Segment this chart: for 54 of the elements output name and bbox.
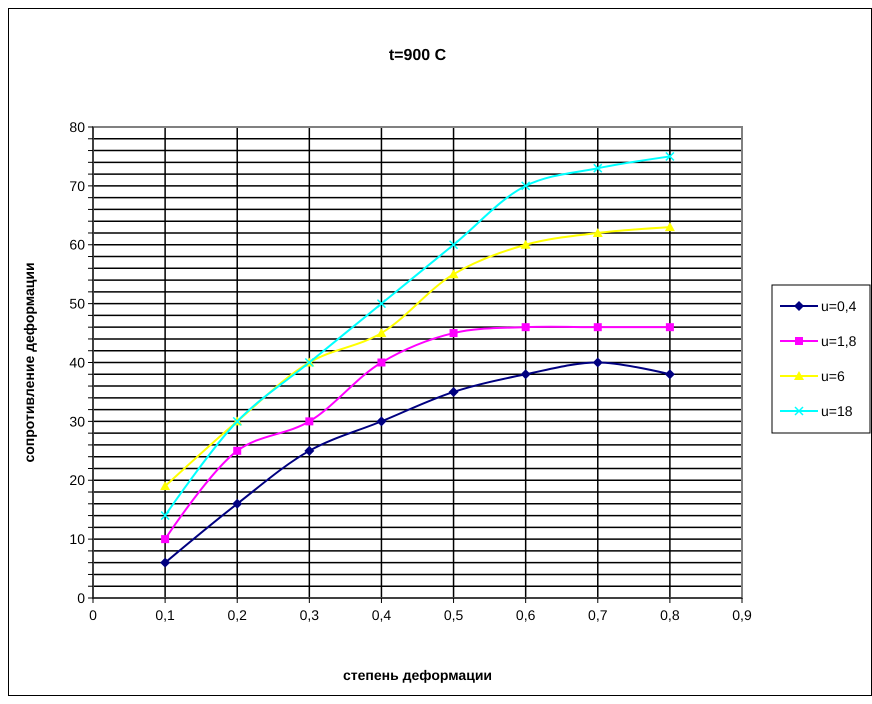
point bbox=[376, 328, 386, 338]
y-tick-label: 10 bbox=[69, 531, 86, 548]
y-tick-label: 50 bbox=[69, 296, 86, 312]
y-tick-label: 0 bbox=[77, 590, 86, 606]
x-tick-label: 0,2 bbox=[227, 607, 248, 623]
point bbox=[304, 446, 314, 456]
y-tick-label: 60 bbox=[69, 236, 86, 253]
x-tick-label: 0,9 bbox=[732, 607, 752, 623]
point bbox=[160, 481, 170, 490]
point bbox=[233, 446, 242, 455]
point bbox=[305, 417, 314, 426]
point bbox=[376, 416, 386, 426]
y-tick-label: 80 bbox=[69, 118, 86, 135]
x-tick-label: 0 bbox=[89, 607, 98, 623]
point bbox=[377, 358, 386, 366]
point bbox=[665, 152, 675, 162]
point bbox=[520, 369, 531, 380]
x-tick-label: 0,6 bbox=[516, 607, 536, 623]
x-axis-title: степень деформации bbox=[342, 667, 492, 683]
point bbox=[160, 510, 170, 520]
point bbox=[450, 329, 458, 338]
x-tick-label: 0,8 bbox=[660, 607, 680, 623]
y-tick-label: 20 bbox=[69, 472, 86, 488]
x-tick-label: 0,4 bbox=[372, 607, 392, 623]
legend-label: u=1,8 bbox=[821, 332, 857, 349]
point bbox=[160, 558, 170, 568]
point bbox=[522, 323, 530, 332]
point bbox=[232, 498, 242, 509]
point bbox=[592, 358, 603, 368]
y-axis-title: сопротивление деформации bbox=[21, 262, 37, 463]
legend-label: u=6 bbox=[821, 368, 845, 384]
point bbox=[664, 222, 675, 232]
y-tick-label: 70 bbox=[69, 178, 86, 194]
legend-label: u=18 bbox=[821, 402, 853, 419]
y-tick-label: 40 bbox=[69, 354, 86, 370]
point bbox=[592, 228, 603, 237]
point bbox=[161, 535, 170, 544]
point bbox=[448, 269, 459, 278]
point bbox=[666, 323, 674, 332]
x-tick-label: 0,3 bbox=[300, 607, 320, 623]
x-tick-label: 0,1 bbox=[155, 607, 176, 623]
x-tick-label: 0,7 bbox=[588, 607, 608, 623]
point bbox=[520, 181, 530, 191]
point bbox=[593, 163, 603, 173]
legend-label: u=0,4 bbox=[821, 298, 857, 314]
point bbox=[520, 240, 531, 249]
chart-title: t=900 C bbox=[388, 47, 447, 64]
point bbox=[376, 298, 386, 308]
point bbox=[448, 386, 459, 397]
point bbox=[664, 369, 675, 380]
y-tick-label: 30 bbox=[69, 413, 86, 430]
point bbox=[448, 240, 458, 250]
x-tick-label: 0,5 bbox=[444, 607, 464, 623]
point bbox=[594, 323, 602, 332]
